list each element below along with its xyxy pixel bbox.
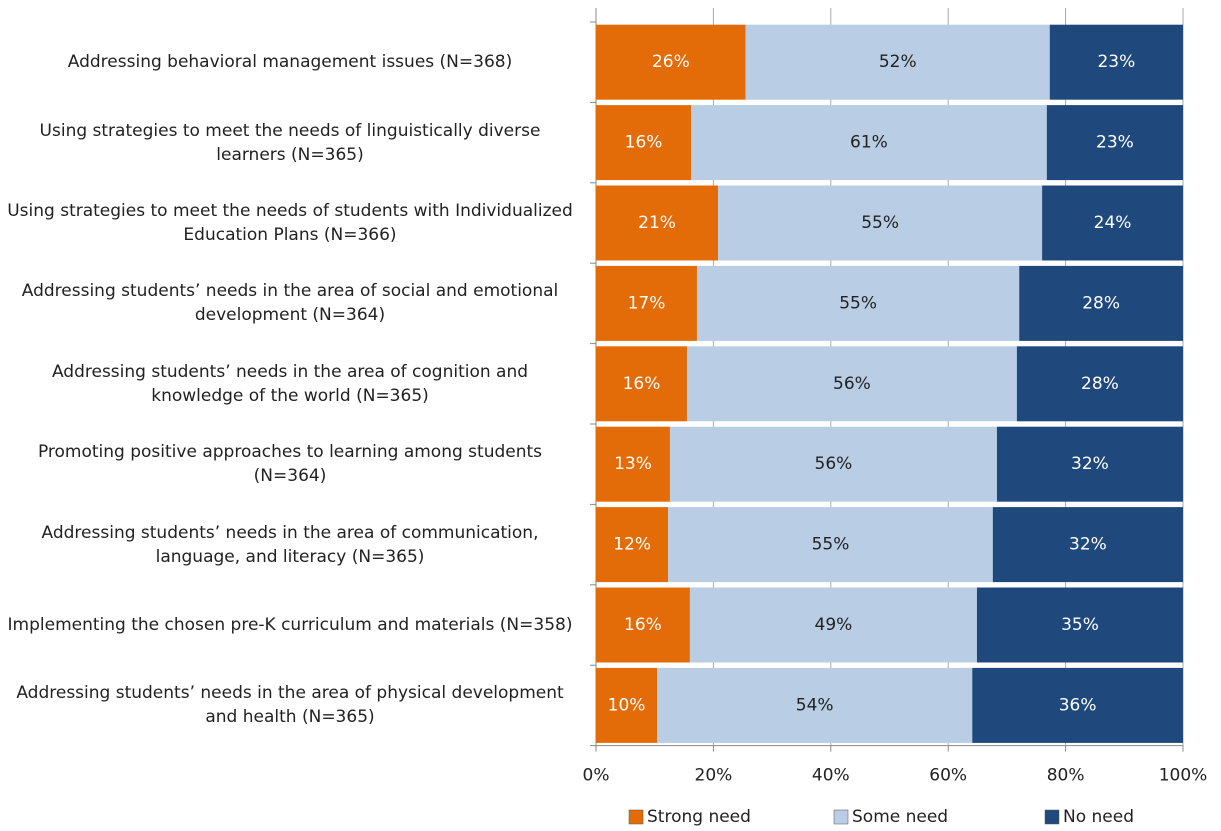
x-tick-label: 20%	[695, 766, 733, 786]
legend-label: Strong need	[647, 807, 751, 827]
bar-segment	[596, 185, 719, 261]
category-label: Addressing behavioral management issues …	[67, 52, 513, 73]
category-label: Addressing students’ needs in the area o…	[16, 683, 564, 728]
bar-segment	[1049, 24, 1183, 100]
bar-segment	[996, 426, 1183, 502]
data-label: 23%	[1096, 133, 1134, 153]
legend-label: No need	[1063, 807, 1134, 827]
bar-segment	[1016, 346, 1183, 422]
bar-segment	[596, 265, 697, 341]
category-label: Using strategies to meet the needs of li…	[39, 120, 541, 165]
bar-segment	[596, 426, 670, 502]
legend-label: Some need	[852, 807, 948, 827]
bar-segment	[686, 346, 1017, 422]
bar-segment	[1042, 185, 1183, 261]
bar-segment	[596, 587, 690, 663]
data-label: 23%	[1097, 52, 1135, 72]
category-label: Addressing students’ needs in the area o…	[21, 281, 559, 326]
data-label: 10%	[608, 695, 646, 715]
legend-swatch	[1044, 809, 1060, 825]
data-label: 35%	[1061, 615, 1099, 635]
bar-segment	[992, 507, 1183, 583]
category-label: Promoting positive approaches to learnin…	[37, 442, 543, 487]
data-label: 55%	[861, 213, 899, 233]
bar-segment	[596, 24, 746, 100]
data-label: 32%	[1071, 454, 1109, 474]
data-label: 24%	[1094, 213, 1132, 233]
bar-segment	[596, 507, 669, 583]
bar-segment	[596, 105, 692, 181]
data-label: 28%	[1081, 374, 1119, 394]
data-label: 32%	[1069, 535, 1107, 555]
bar-segment	[669, 426, 997, 502]
data-label: 13%	[614, 454, 652, 474]
data-label: 17%	[628, 293, 666, 313]
data-label: 56%	[833, 374, 871, 394]
data-label: 55%	[812, 535, 850, 555]
x-tick-label: 0%	[583, 766, 610, 786]
bar-segment	[745, 24, 1050, 100]
x-tick-label: 80%	[1047, 766, 1085, 786]
bar-segment	[972, 667, 1183, 743]
legend-swatch	[833, 809, 849, 825]
data-label: 12%	[613, 535, 651, 555]
data-label: 61%	[850, 133, 888, 153]
bar-segment	[718, 185, 1043, 261]
x-tick-label: 40%	[812, 766, 850, 786]
bar-segment	[657, 667, 973, 743]
bar-segment	[689, 587, 977, 663]
data-label: 49%	[815, 615, 853, 635]
bar-segment	[596, 667, 658, 743]
data-label: 52%	[879, 52, 917, 72]
data-label: 36%	[1059, 695, 1097, 715]
data-label: 26%	[652, 52, 690, 72]
bar-segment	[668, 507, 993, 583]
category-label: Addressing students’ needs in the area o…	[51, 361, 529, 406]
data-label: 55%	[839, 293, 877, 313]
x-tick-label: 60%	[929, 766, 967, 786]
bar-segment	[1019, 265, 1183, 341]
data-label: 28%	[1082, 293, 1120, 313]
data-label: 54%	[796, 695, 834, 715]
bar-segment	[691, 105, 1047, 181]
data-label: 16%	[625, 133, 663, 153]
legend-swatch	[628, 809, 644, 825]
x-tick-label: 100%	[1159, 766, 1208, 786]
data-label: 21%	[638, 213, 676, 233]
data-label: 16%	[624, 615, 662, 635]
bar-segment	[596, 346, 687, 422]
category-label: Implementing the chosen pre-K curriculum…	[7, 615, 573, 635]
bar-segment	[976, 587, 1183, 663]
bar-segment	[696, 265, 1020, 341]
data-label: 16%	[623, 374, 661, 394]
data-label: 56%	[815, 454, 853, 474]
category-label: Addressing students’ needs in the area o…	[41, 522, 539, 567]
category-label: Using strategies to meet the needs of st…	[7, 201, 573, 245]
bar-segment	[1046, 105, 1183, 181]
